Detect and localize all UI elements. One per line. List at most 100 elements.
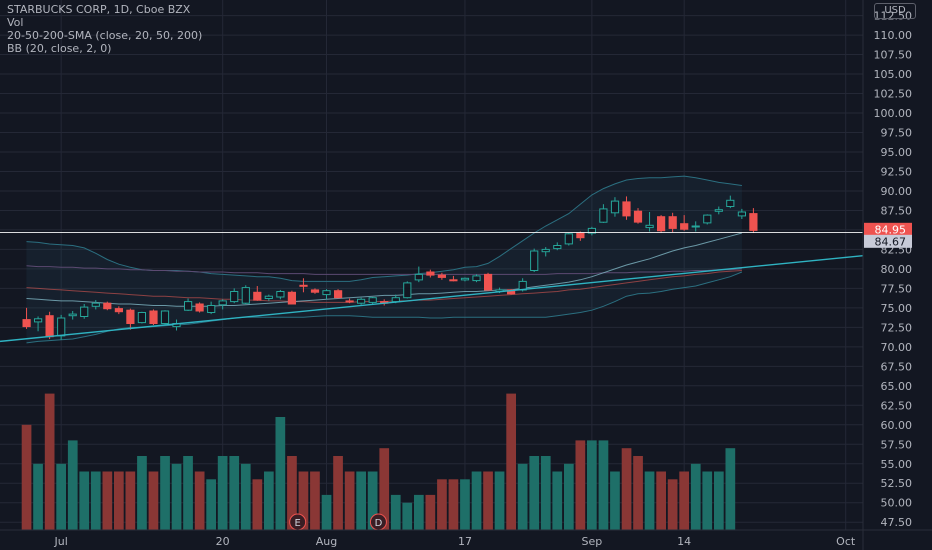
- indicator-bollinger[interactable]: BB (20, close, 2, 0): [7, 42, 112, 55]
- candle[interactable]: [45, 311, 54, 340]
- candle[interactable]: [34, 316, 43, 332]
- candle[interactable]: [80, 303, 89, 319]
- candle[interactable]: [357, 297, 366, 305]
- candle[interactable]: [160, 310, 170, 325]
- candle[interactable]: [472, 274, 481, 283]
- volume-bar: [160, 456, 170, 530]
- candle[interactable]: [114, 306, 124, 315]
- candle[interactable]: [714, 206, 723, 215]
- candle[interactable]: [726, 195, 735, 209]
- time-axis[interactable]: Jul 20 Aug 17 Sep 14 Oct: [0, 529, 932, 548]
- candle[interactable]: [610, 197, 620, 217]
- candle[interactable]: [668, 212, 677, 233]
- candle[interactable]: [599, 204, 608, 223]
- volume-bar: [633, 456, 643, 530]
- price-axis[interactable]: 47.50 50.00 52.50 55.00 57.50 60.00 62.50 65.00…: [862, 0, 913, 550]
- symbol-title[interactable]: STARBUCKS CORP, 1D, Cboe BZX: [7, 3, 191, 16]
- candle[interactable]: [703, 214, 712, 225]
- event-marker[interactable]: D: [369, 513, 387, 531]
- trendline[interactable]: [0, 254, 864, 343]
- drawn-lines[interactable]: [0, 231, 864, 343]
- candle[interactable]: [553, 242, 562, 251]
- volume-bar: [125, 471, 136, 530]
- candle[interactable]: [680, 215, 689, 231]
- time-tick-label: Aug: [316, 535, 337, 548]
- candle[interactable]: [103, 301, 112, 311]
- volume-bar: [33, 463, 43, 531]
- candle[interactable]: [149, 309, 158, 326]
- candle[interactable]: [207, 301, 216, 315]
- volume-bar: [517, 463, 528, 531]
- candle[interactable]: [264, 294, 273, 301]
- candle-body: [449, 279, 458, 282]
- candle[interactable]: [437, 272, 446, 280]
- candle[interactable]: [368, 296, 377, 304]
- candle[interactable]: [195, 302, 204, 313]
- candle[interactable]: [287, 290, 296, 305]
- price-tick-label: 92.50: [881, 165, 913, 178]
- event-label: E: [295, 518, 301, 529]
- candle[interactable]: [253, 286, 262, 301]
- candle[interactable]: [276, 289, 285, 300]
- price-tick-label: 70.00: [881, 341, 913, 354]
- event-marker[interactable]: E: [289, 513, 307, 531]
- candle[interactable]: [633, 208, 643, 224]
- candle-body: [103, 302, 112, 310]
- candle[interactable]: [403, 281, 412, 299]
- candle[interactable]: [334, 289, 343, 299]
- chart-legend: STARBUCKS CORP, 1D, Cboe BZX Vol 20-50-2…: [7, 3, 202, 55]
- volume-bar: [656, 471, 666, 530]
- candle[interactable]: [587, 226, 596, 236]
- price-tick-label: 80.00: [881, 263, 913, 276]
- candle[interactable]: [749, 208, 758, 234]
- candle[interactable]: [126, 308, 135, 330]
- candle-body: [726, 199, 735, 208]
- candle[interactable]: [737, 208, 746, 220]
- volume-bar: [321, 494, 332, 530]
- indicator-sma[interactable]: 20-50-200-SMA (close, 20, 50, 200): [7, 29, 203, 42]
- candle[interactable]: [645, 212, 654, 232]
- currency-button[interactable]: USD: [874, 3, 916, 19]
- volume-bar: [114, 471, 124, 530]
- candle[interactable]: [530, 248, 539, 273]
- candle[interactable]: [22, 307, 31, 329]
- price-tick-label: 75.00: [881, 302, 913, 315]
- candles[interactable]: [22, 195, 758, 340]
- volume-bar: [229, 456, 240, 530]
- candle[interactable]: [310, 288, 320, 294]
- candle[interactable]: [657, 215, 666, 234]
- price-tick-label: 97.50: [881, 127, 913, 140]
- volume-bar: [621, 448, 632, 530]
- volume-bar: [21, 424, 32, 530]
- candle[interactable]: [576, 231, 585, 241]
- candle[interactable]: [241, 285, 250, 304]
- volume-bar: [183, 456, 193, 530]
- candle[interactable]: [564, 233, 573, 246]
- candle[interactable]: [218, 299, 227, 310]
- candle[interactable]: [299, 278, 308, 293]
- indicator-volume[interactable]: Vol: [7, 16, 24, 29]
- price-label-text: 84.95: [875, 223, 907, 236]
- candle-body: [299, 284, 308, 287]
- candle[interactable]: [322, 289, 331, 300]
- candle-body: [160, 310, 170, 324]
- candle[interactable]: [541, 247, 550, 257]
- candle[interactable]: [484, 272, 493, 291]
- candle[interactable]: [137, 311, 147, 324]
- candle[interactable]: [68, 310, 77, 320]
- price-tick-label: 107.50: [874, 49, 913, 62]
- candle[interactable]: [230, 288, 239, 304]
- candle[interactable]: [622, 196, 631, 220]
- volume-bar: [333, 456, 343, 530]
- candle-body: [553, 245, 562, 250]
- candle[interactable]: [91, 300, 100, 310]
- candle[interactable]: [345, 298, 354, 304]
- candle[interactable]: [426, 269, 435, 278]
- candle[interactable]: [691, 221, 700, 232]
- candle[interactable]: [449, 275, 458, 282]
- candle[interactable]: [460, 277, 470, 282]
- candle[interactable]: [414, 266, 423, 283]
- candle[interactable]: [184, 298, 193, 311]
